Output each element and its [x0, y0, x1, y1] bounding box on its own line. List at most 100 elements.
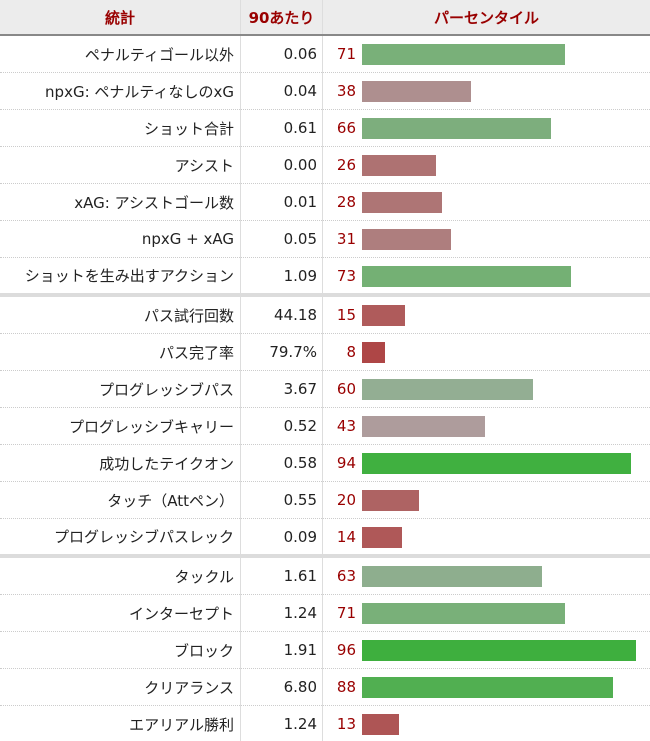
table-row: タックル 1.61 63 [0, 556, 650, 595]
percentile-label: 94 [336, 454, 356, 472]
percentile-label: 73 [336, 266, 356, 285]
percentile-bar [362, 566, 542, 587]
percentile-cell: 20 [322, 481, 650, 519]
percentile-cell: 71 [322, 594, 650, 632]
percentile-label: 66 [336, 119, 356, 137]
percentile-bar [362, 342, 385, 363]
table-row: プログレッシブパス 3.67 60 [0, 370, 650, 408]
percentile-bar [362, 81, 471, 102]
table-row: ショット合計 0.61 66 [0, 109, 650, 147]
percentile-cell: 13 [322, 705, 650, 741]
percentile-cell: 66 [322, 109, 650, 147]
stat-label: ショットを生み出すアクション [0, 257, 241, 297]
per90-value: 1.24 [240, 594, 323, 632]
stat-label: ペナルティゴール以外 [0, 35, 241, 73]
per90-value: 1.61 [240, 556, 323, 595]
table-row: ブロック 1.91 96 [0, 631, 650, 669]
per90-value: 44.18 [240, 295, 323, 334]
percentile-bar [362, 527, 402, 548]
stat-label: パス試行回数 [0, 295, 241, 334]
percentile-label: 20 [336, 491, 356, 509]
header-percentile[interactable]: パーセンタイル [322, 0, 650, 36]
header-per90[interactable]: 90あたり [240, 0, 323, 36]
table-row: パス完了率 79.7% 8 [0, 333, 650, 371]
percentile-cell: 94 [322, 444, 650, 482]
percentile-bar [362, 305, 405, 326]
percentile-cell: 26 [322, 146, 650, 184]
stat-label: ブロック [0, 631, 241, 669]
percentile-label: 8 [346, 343, 356, 361]
stat-label: エアリアル勝利 [0, 705, 241, 741]
table-row: npxG: ペナルティなしのxG 0.04 38 [0, 72, 650, 110]
percentile-cell: 38 [322, 72, 650, 110]
per90-value: 1.91 [240, 631, 323, 669]
per90-value: 6.80 [240, 668, 323, 706]
percentile-label: 71 [336, 604, 356, 622]
per90-value: 0.01 [240, 183, 323, 221]
table-row: npxG + xAG 0.05 31 [0, 220, 650, 258]
percentile-label: 60 [336, 380, 356, 398]
percentile-label: 14 [336, 527, 356, 546]
percentile-bar [362, 118, 551, 139]
per90-value: 0.04 [240, 72, 323, 110]
percentile-cell: 73 [322, 257, 650, 297]
percentile-cell: 8 [322, 333, 650, 371]
stat-label: プログレッシブキャリー [0, 407, 241, 445]
table-row: xAG: アシストゴール数 0.01 28 [0, 183, 650, 221]
percentile-cell: 63 [322, 556, 650, 595]
percentile-label: 71 [336, 45, 356, 63]
stat-label: ショット合計 [0, 109, 241, 147]
percentile-cell: 43 [322, 407, 650, 445]
percentile-cell: 31 [322, 220, 650, 258]
percentile-bar [362, 416, 485, 437]
percentile-cell: 15 [322, 295, 650, 334]
table-row: クリアランス 6.80 88 [0, 668, 650, 706]
table-row: アシスト 0.00 26 [0, 146, 650, 184]
percentile-label: 88 [336, 678, 356, 696]
per90-value: 0.06 [240, 35, 323, 73]
per90-value: 0.05 [240, 220, 323, 258]
table-row: インターセプト 1.24 71 [0, 594, 650, 632]
percentile-bar [362, 379, 534, 400]
percentile-bar [362, 229, 451, 250]
percentile-bar [362, 603, 565, 624]
percentile-label: 63 [336, 567, 356, 585]
stat-label: npxG: ペナルティなしのxG [0, 72, 241, 110]
header-stat[interactable]: 統計 [0, 0, 241, 36]
percentile-cell: 14 [322, 518, 650, 558]
percentile-label: 28 [336, 193, 356, 211]
percentile-label: 96 [336, 641, 356, 659]
percentile-bar [362, 155, 437, 176]
table-row: プログレッシブパスレック 0.09 14 [0, 518, 650, 558]
percentile-cell: 96 [322, 631, 650, 669]
percentile-bar [362, 266, 571, 287]
table-row: 成功したテイクオン 0.58 94 [0, 444, 650, 482]
table-row: エアリアル勝利 1.24 13 [0, 705, 650, 741]
table-row: パス試行回数 44.18 15 [0, 295, 650, 334]
stat-label: タッチ（Attペン） [0, 481, 241, 519]
percentile-label: 38 [336, 82, 356, 100]
percentile-label: 26 [336, 156, 356, 174]
stat-label: 成功したテイクオン [0, 444, 241, 482]
per90-value: 0.00 [240, 146, 323, 184]
stat-label: プログレッシブパスレック [0, 518, 241, 558]
percentile-cell: 71 [322, 35, 650, 73]
percentile-bar [362, 677, 614, 698]
percentile-label: 13 [336, 715, 356, 733]
stat-label: プログレッシブパス [0, 370, 241, 408]
percentile-cell: 28 [322, 183, 650, 221]
percentile-label: 31 [336, 230, 356, 248]
stat-label: タックル [0, 556, 241, 595]
per90-value: 79.7% [240, 333, 323, 371]
percentile-bar [362, 714, 400, 735]
per90-value: 1.09 [240, 257, 323, 297]
table-row: タッチ（Attペン） 0.55 20 [0, 481, 650, 519]
stat-label: パス完了率 [0, 333, 241, 371]
per90-value: 0.09 [240, 518, 323, 558]
per90-value: 0.58 [240, 444, 323, 482]
per90-value: 0.55 [240, 481, 323, 519]
stat-label: npxG + xAG [0, 220, 241, 258]
percentile-cell: 60 [322, 370, 650, 408]
